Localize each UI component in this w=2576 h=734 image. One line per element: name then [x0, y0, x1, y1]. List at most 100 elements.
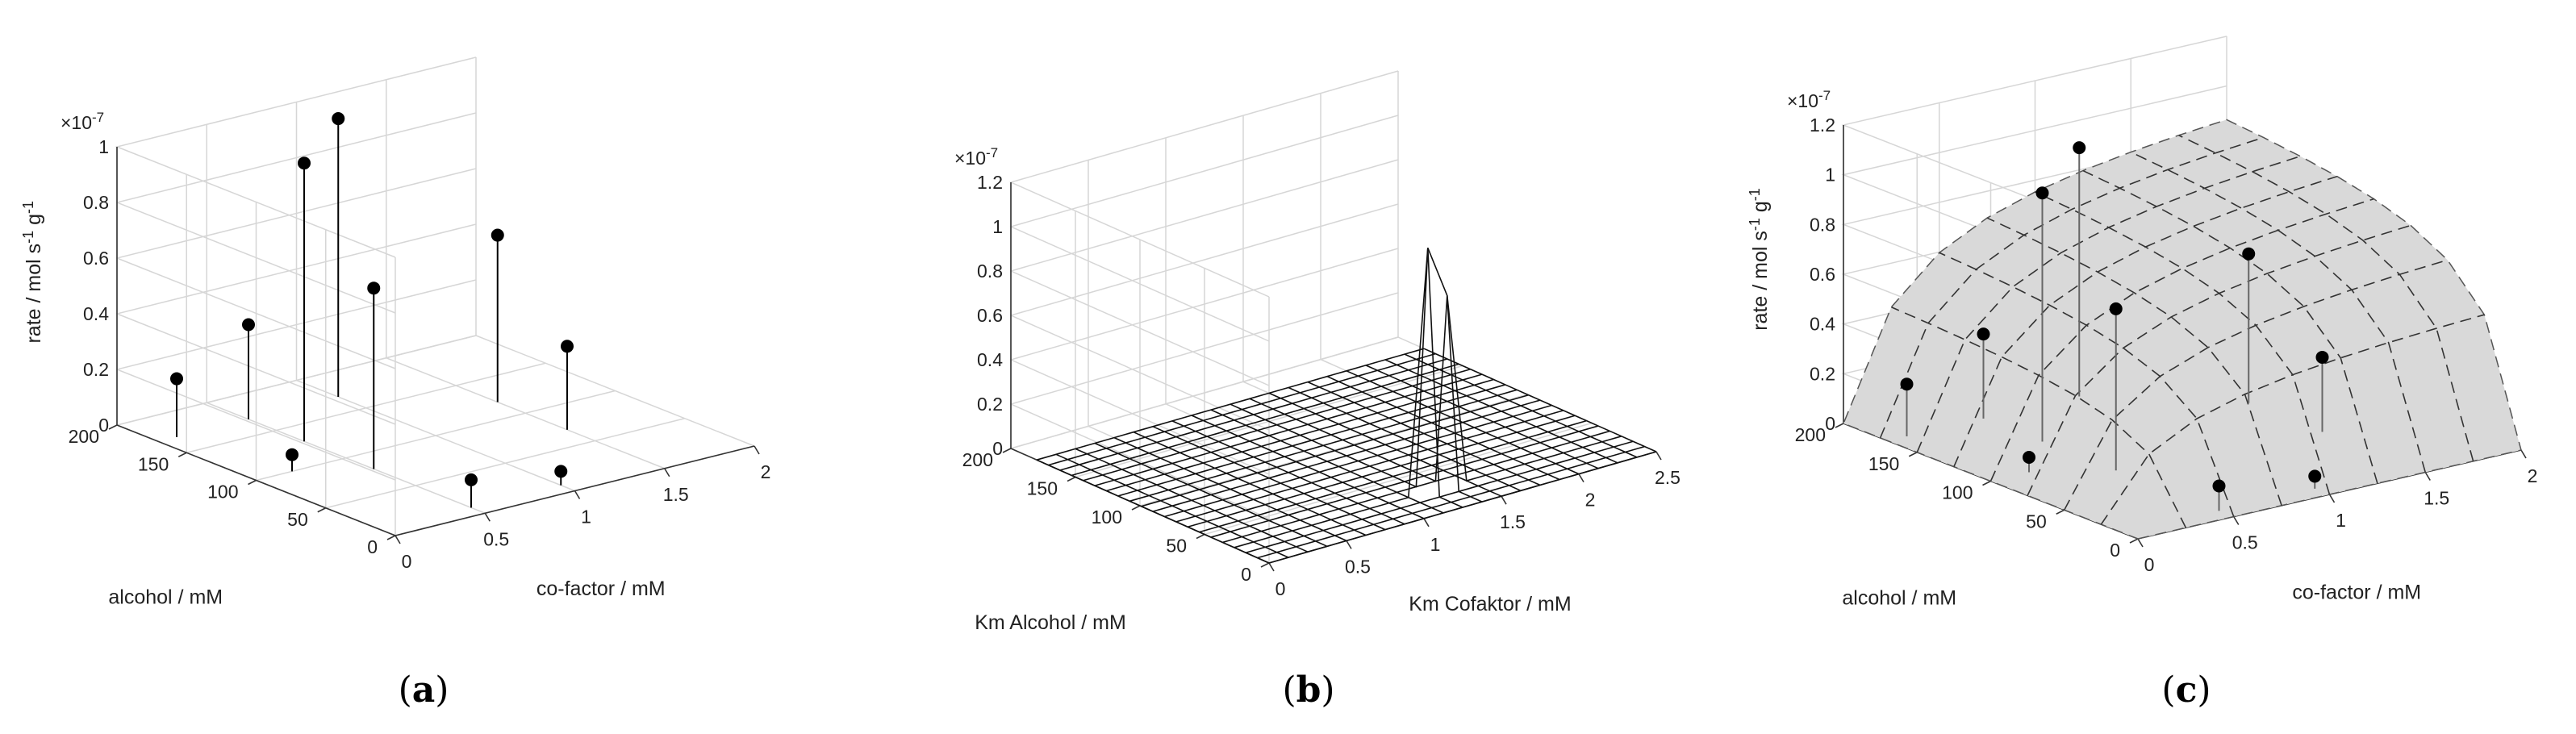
z-exponent-power: -7	[986, 145, 998, 161]
y-tick-label: 100	[207, 482, 238, 503]
x-tick-label: 0.5	[2232, 532, 2258, 553]
z-tick-label: 0	[98, 415, 109, 436]
surface-contour	[2027, 224, 2411, 496]
y-tick-label: 50	[1166, 536, 1187, 557]
z-tick-label: 0	[1825, 413, 1835, 434]
y-tick-label: 100	[1092, 507, 1122, 528]
x-tick-label: 0.5	[483, 528, 509, 549]
y-tick-label: 200	[962, 449, 993, 470]
y-tick-mark	[177, 452, 187, 457]
z-exponent-base: ×10	[61, 112, 92, 133]
z-tick-label: 1	[98, 136, 109, 157]
data-point	[561, 340, 574, 353]
fit-surface	[1843, 119, 2522, 540]
y-tick-label: 150	[1868, 453, 1899, 474]
mesh-line	[1191, 415, 1425, 519]
z-tick-label: 1.2	[1810, 115, 1835, 136]
x-tick-label: 1	[2336, 510, 2346, 531]
x-tick-mark	[1423, 518, 1430, 528]
mesh-line	[1094, 442, 1328, 548]
z-exponent-base: ×10	[1787, 90, 1818, 111]
x-tick-label: 2	[1585, 490, 1596, 511]
z-label-superscript: -1	[1747, 188, 1763, 201]
surface-contour	[2178, 135, 2474, 461]
z-label-text: rate / mol s	[23, 244, 45, 344]
mesh-line	[1404, 353, 1638, 458]
y-tick-label: 200	[69, 426, 99, 447]
z-tick-label: 0.6	[977, 305, 1003, 326]
z-axis-label: rate / mol s-1 g-1	[1747, 188, 1772, 331]
z-tick-label: 0.8	[977, 261, 1003, 282]
panel-b: 00.511.522.505010015020000.20.40.60.811.…	[954, 70, 1680, 634]
y-tick-mark	[1982, 480, 1991, 486]
z-tick-label: 0.2	[977, 394, 1003, 415]
y-tick-label: 50	[287, 509, 308, 530]
z-exponent-base: ×10	[954, 148, 986, 169]
y-tick-mark	[1835, 423, 1844, 428]
z-label-text: g	[1749, 201, 1772, 218]
z-tick-label: 0.8	[83, 192, 109, 213]
mesh-line	[1288, 386, 1522, 492]
x-tick-mark	[2520, 449, 2527, 459]
x-tick-mark	[395, 535, 401, 544]
z-tick-label: 0	[992, 438, 1003, 459]
y-tick-label: 50	[2026, 511, 2047, 532]
z-tick-label: 0.6	[83, 248, 109, 269]
y-tick-label: 0	[2110, 540, 2120, 561]
x-tick-mark	[2424, 472, 2431, 481]
z-tick-label: 0.2	[1810, 363, 1835, 384]
y-tick-mark	[1196, 533, 1205, 540]
data-point	[2242, 247, 2256, 261]
x-axis-label: co-factor / mM	[536, 578, 666, 600]
x-tick-mark	[754, 445, 760, 455]
z-tick-label: 0.4	[83, 303, 109, 324]
x-tick-label: 0.5	[1345, 556, 1371, 577]
z-tick-label: 0.4	[1810, 314, 1835, 335]
mesh-line	[1423, 348, 1657, 452]
mesh-line	[1326, 375, 1560, 481]
surface-contour	[2064, 259, 2448, 511]
y-tick-label: 0	[1241, 564, 1251, 585]
surface-contour	[1953, 175, 2338, 467]
data-point	[554, 465, 568, 478]
floor-gridline	[325, 418, 685, 509]
surface-contour	[2082, 169, 2378, 484]
z-tick-label: 0.6	[1810, 264, 1835, 285]
x-tick-label: 1	[1430, 534, 1441, 555]
x-tick-mark	[2233, 516, 2240, 525]
panel-label-b: (b)	[1282, 669, 1334, 711]
z-tick-label: 0.8	[1810, 214, 1835, 235]
mesh-line	[1055, 453, 1289, 558]
z-label-superscript: -1	[20, 201, 36, 214]
surface-contour	[1916, 155, 2301, 453]
mesh-line	[1307, 381, 1541, 486]
x-tick-mark	[1346, 540, 1352, 549]
mesh-line	[1171, 420, 1405, 525]
mesh-line	[1346, 370, 1580, 475]
y-tick-mark	[317, 507, 327, 513]
z-tick-label: 0.4	[977, 349, 1003, 370]
z-tick-label: 0.2	[83, 359, 109, 380]
y-tick-mark	[1131, 505, 1141, 511]
x-tick-label: 0	[402, 551, 412, 572]
surface-contour	[1989, 198, 2374, 482]
data-point	[332, 112, 345, 126]
y-tick-label: 200	[1795, 424, 1826, 445]
panel-label-a: (a)	[399, 669, 449, 711]
data-point	[2308, 469, 2322, 483]
surface-contour	[2035, 191, 2331, 495]
z-exponent-power: -7	[1818, 88, 1831, 103]
data-point	[2315, 350, 2329, 364]
x-tick-mark	[484, 512, 491, 522]
y-axis-label: Km Alcohol / mM	[975, 611, 1126, 634]
mesh-line	[1075, 448, 1309, 553]
x-tick-mark	[574, 490, 581, 499]
data-point	[2073, 141, 2086, 155]
x-tick-mark	[2328, 494, 2336, 503]
data-point	[2109, 302, 2123, 315]
mesh-line	[1365, 365, 1599, 469]
data-point	[367, 282, 381, 295]
x-tick-label: 0	[2144, 554, 2155, 575]
z-label-text: g	[23, 214, 45, 231]
